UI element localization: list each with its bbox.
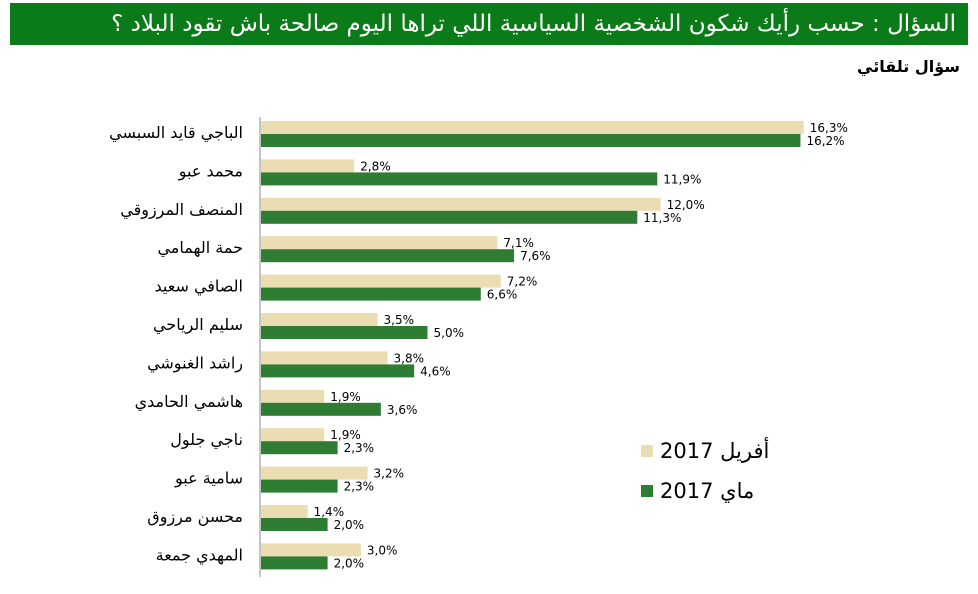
- data-label: 3,0%: [367, 543, 398, 557]
- category-label: هاشمي الحامدي: [135, 392, 243, 412]
- bar-april: [261, 159, 355, 173]
- bar-may: [261, 402, 381, 416]
- bar-may: [261, 441, 338, 455]
- bar-may: [261, 518, 328, 531]
- data-label: 4,6%: [420, 364, 451, 378]
- legend-swatch-april: [641, 445, 653, 457]
- chart-subtitle: سؤال تلقائي: [857, 57, 960, 76]
- bar-april: [261, 351, 388, 365]
- legend-label: أفريل 2017: [660, 437, 769, 463]
- data-label: 2,0%: [334, 556, 365, 570]
- bar-may: [261, 556, 328, 570]
- bar-may: [261, 172, 658, 186]
- data-label: 3,8%: [394, 351, 425, 365]
- data-label: 11,9%: [663, 172, 701, 186]
- bar-april: [261, 543, 361, 557]
- data-label: 6,6%: [487, 288, 518, 302]
- category-label: الصافي سعيد: [155, 277, 244, 297]
- category-label: المهدي جمعة: [156, 545, 243, 565]
- category-label: الباجي قايد السبسي: [109, 123, 243, 143]
- bar-april: [261, 505, 308, 518]
- data-label: 2,3%: [344, 441, 375, 455]
- data-label: 1,4%: [314, 505, 345, 519]
- data-label: 2,8%: [360, 159, 391, 173]
- legend-label: ماي 2017: [660, 479, 754, 503]
- category-label: سليم الرياحي: [153, 315, 243, 335]
- bar-april: [261, 389, 325, 403]
- data-label: 1,9%: [330, 390, 361, 404]
- data-label: 3,5%: [384, 313, 415, 327]
- legend-swatch-may: [641, 485, 653, 497]
- data-label: 16,2%: [806, 134, 844, 148]
- data-label: 5,0%: [434, 326, 465, 340]
- bar-april: [261, 236, 498, 250]
- data-label: 16,3%: [810, 121, 848, 135]
- bar-may: [261, 134, 801, 147]
- data-label: 12,0%: [667, 198, 705, 212]
- bar-april: [261, 274, 501, 288]
- bar-may: [261, 287, 481, 301]
- category-label: سامية عبو: [174, 469, 243, 489]
- bar-april: [261, 428, 325, 442]
- category-label: راشد الغنوشي: [147, 353, 243, 373]
- category-label: ناجي جلول: [170, 430, 243, 450]
- data-label: 7,1%: [503, 236, 534, 250]
- category-label: محسن مرزوق: [147, 507, 243, 527]
- data-label: 7,2%: [507, 275, 538, 289]
- bar-may: [261, 326, 428, 339]
- data-label: 1,9%: [330, 428, 361, 442]
- category-label: محمد عبو: [178, 161, 243, 181]
- data-label: 2,0%: [334, 518, 365, 532]
- bar-may: [261, 210, 638, 224]
- bar-april: [261, 313, 378, 326]
- category-label: حمة الهمامي: [157, 238, 243, 258]
- bar-april: [261, 197, 661, 211]
- data-label: 3,2%: [374, 467, 405, 481]
- bar-may: [261, 364, 415, 378]
- bar-may: [261, 479, 338, 493]
- bar-april: [261, 466, 368, 480]
- bar-april: [261, 121, 804, 134]
- data-label: 2,3%: [344, 480, 375, 494]
- question-header: السؤال : حسب رأيك شكون الشخصية السياسية …: [10, 3, 968, 45]
- data-label: 7,6%: [520, 249, 551, 263]
- data-label: 3,6%: [387, 403, 418, 417]
- data-label: 11,3%: [643, 211, 681, 225]
- bar-may: [261, 249, 515, 263]
- category-label: المنصف المرزوقي: [120, 200, 243, 220]
